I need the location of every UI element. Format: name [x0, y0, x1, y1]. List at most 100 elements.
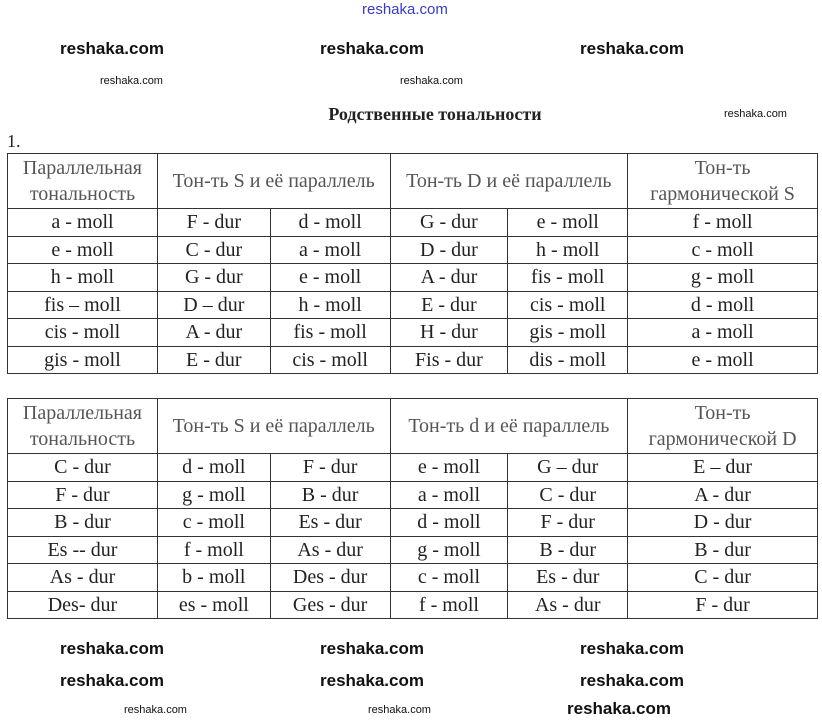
table-cell: A - dur: [156, 318, 271, 347]
table-cell: Es -- dur: [7, 535, 158, 564]
table-cell: F - dur: [269, 453, 391, 482]
table-cell: f - moll: [627, 208, 818, 237]
related-keys-table-major: Параллельная тональность Тон-ть S и её па…: [7, 398, 818, 619]
table-row: C - dur d - moll F - dur e - moll G – dur E –…: [7, 453, 818, 482]
watermark: reshaka.com: [580, 639, 684, 658]
watermark: reshaka.com: [567, 699, 671, 718]
table-cell: e - moll: [269, 263, 391, 292]
watermark: reshaka.com: [320, 39, 424, 58]
column-header: Тон-ть гармонической S: [627, 153, 818, 209]
table-cell: B - dur: [269, 480, 391, 509]
column-header: Параллельная тональность: [7, 398, 158, 454]
table-cell: Ges - dur: [269, 590, 391, 619]
table-row: As - dur b - moll Des - dur c - moll Es - du…: [7, 563, 818, 592]
watermark: reshaka.com: [124, 704, 187, 716]
table-row: gis - moll E - dur cis - moll Fis - dur dis …: [7, 345, 818, 374]
table-cell: B - dur: [507, 535, 629, 564]
table-cell: d - moll: [156, 453, 271, 482]
table-cell: F - dur: [627, 590, 818, 619]
watermark: reshaka.com: [400, 75, 463, 87]
table-cell: As - dur: [269, 535, 391, 564]
table-cell: B - dur: [627, 535, 818, 564]
table-cell: E – dur: [627, 453, 818, 482]
table-cell: cis - moll: [269, 345, 391, 374]
header-row: Параллельная тональность Тон-ть S и её па…: [7, 153, 818, 209]
table-cell: d - moll: [269, 208, 391, 237]
table-cell: gis - moll: [7, 345, 158, 374]
watermark: reshaka.com: [320, 639, 424, 658]
table-cell: C - dur: [156, 235, 271, 264]
table-cell: d - moll: [389, 508, 509, 537]
table-cell: H - dur: [389, 318, 509, 347]
table-cell: g - moll: [627, 263, 818, 292]
related-keys-table-minor: Параллельная тональность Тон-ть S и её па…: [7, 153, 818, 374]
watermark: reshaka.com: [368, 704, 431, 716]
watermark: reshaka.com: [320, 671, 424, 690]
watermark: reshaka.com: [60, 671, 164, 690]
table-cell: F - dur: [7, 480, 158, 509]
table-row: cis - moll A - dur fis - moll H - dur gis - …: [7, 318, 818, 347]
table-cell: c - moll: [627, 235, 818, 264]
table-cell: C - dur: [627, 563, 818, 592]
table-cell: cis - moll: [7, 318, 158, 347]
header-row: Параллельная тональность Тон-ть S и её па…: [7, 398, 818, 454]
table-cell: D – dur: [156, 290, 271, 319]
table-cell: a - moll: [7, 208, 158, 237]
table-row: Es -- dur f - moll As - dur g - moll B - dur…: [7, 535, 818, 564]
table-row: Des- dur es - moll Ges - dur f - moll As - d…: [7, 590, 818, 619]
column-header: Тон-ть гармонической D: [627, 398, 818, 454]
table-cell: e - moll: [627, 345, 818, 374]
table-cell: e - moll: [389, 453, 509, 482]
watermark: reshaka.com: [580, 39, 684, 58]
table-cell: gis - moll: [507, 318, 629, 347]
table-row: h - moll G - dur e - moll A - dur fis - moll…: [7, 263, 818, 292]
watermark: reshaka.com: [580, 671, 684, 690]
table-cell: Es - dur: [507, 563, 629, 592]
table-cell: E - dur: [389, 290, 509, 319]
table-cell: fis – moll: [7, 290, 158, 319]
watermark: reshaka.com: [362, 1, 448, 18]
table-cell: G – dur: [507, 453, 629, 482]
watermark: reshaka.com: [60, 639, 164, 658]
table-cell: h - moll: [507, 235, 629, 264]
table-cell: cis - moll: [507, 290, 629, 319]
table-cell: C - dur: [507, 480, 629, 509]
table-cell: d - moll: [627, 290, 818, 319]
table-cell: D - dur: [627, 508, 818, 537]
table-cell: g - moll: [389, 535, 509, 564]
table-cell: D - dur: [389, 235, 509, 264]
table-row: B - dur c - moll Es - dur d - moll F - dur D …: [7, 508, 818, 537]
table-cell: es - moll: [156, 590, 271, 619]
table-cell: h - moll: [7, 263, 158, 292]
table-cell: Es - dur: [269, 508, 391, 537]
table-row: fis – moll D – dur h - moll E - dur cis - mo…: [7, 290, 818, 319]
column-header: Параллельная тональность: [7, 153, 158, 209]
table-cell: Des - dur: [269, 563, 391, 592]
table-cell: E - dur: [156, 345, 271, 374]
table-cell: a - moll: [389, 480, 509, 509]
table-cell: G - dur: [156, 263, 271, 292]
table-cell: e - moll: [7, 235, 158, 264]
table-cell: b - moll: [156, 563, 271, 592]
table-cell: f - moll: [156, 535, 271, 564]
table-cell: a - moll: [627, 318, 818, 347]
table-cell: c - moll: [389, 563, 509, 592]
column-header: Тон-ть D и её параллель: [389, 153, 629, 209]
table-cell: As - dur: [507, 590, 629, 619]
exercise-number: 1.: [7, 131, 21, 151]
table-row: a - moll F - dur d - moll G - dur e - moll f …: [7, 208, 818, 237]
table-cell: Fis - dur: [389, 345, 509, 374]
column-header: Тон-ть S и её параллель: [156, 153, 391, 209]
table-cell: F - dur: [156, 208, 271, 237]
table-cell: a - moll: [269, 235, 391, 264]
table-cell: G - dur: [389, 208, 509, 237]
table-cell: h - moll: [269, 290, 391, 319]
table-cell: fis - moll: [507, 263, 629, 292]
column-header: Тон-ть d и её параллель: [389, 398, 629, 454]
table-row: F - dur g - moll B - dur a - moll C - dur A -…: [7, 480, 818, 509]
table-row: e - moll C - dur a - moll D - dur h - moll c …: [7, 235, 818, 264]
column-header: Тон-ть S и её параллель: [156, 398, 391, 454]
table-cell: B - dur: [7, 508, 158, 537]
table-cell: fis - moll: [269, 318, 391, 347]
watermark: reshaka.com: [60, 39, 164, 58]
